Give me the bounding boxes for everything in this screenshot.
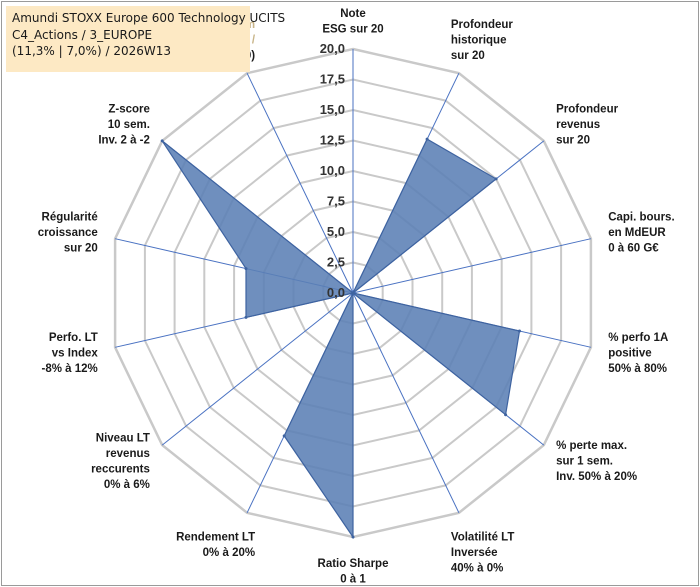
data-point bbox=[504, 413, 508, 417]
data-point bbox=[160, 139, 164, 143]
chart-title-line-3: (11,3% | 7,0%) / 2026W13 bbox=[12, 44, 171, 58]
axis-label-1-line-2: sur 20 bbox=[451, 50, 485, 62]
axis-label-6-line-1: Inversée bbox=[451, 547, 498, 559]
axis-labels: Note ESG sur 20 Profondeur historique sur 20… bbox=[38, 8, 675, 586]
axis-label-10-line-1: vs Index bbox=[52, 347, 99, 359]
axis-label-10-line-0: Perfo. LT bbox=[49, 332, 98, 344]
axis-label-4-line-1: positive bbox=[608, 347, 651, 359]
data-point bbox=[351, 535, 355, 539]
axis-label-2-line-1: revenus bbox=[556, 119, 600, 131]
spoke-3 bbox=[352, 238, 592, 294]
axis-label-1-line-1: historique bbox=[451, 35, 507, 47]
axis-label-0-line-0: Note bbox=[340, 8, 366, 20]
spoke-9 bbox=[161, 292, 354, 446]
axis-label-11-line-1: croissance bbox=[38, 227, 98, 239]
radial-tick-labels: 0,0 2,5 5,0 7,5 10,0 12,5 15,0 17,5 20,0 bbox=[320, 41, 345, 300]
data-point bbox=[351, 291, 355, 295]
data-point bbox=[244, 267, 248, 271]
axis-label-5-line-1: sur 1 sem. bbox=[556, 456, 613, 468]
axis-label-9-line-2: reccurents bbox=[91, 463, 150, 475]
data-point bbox=[244, 315, 248, 319]
tick-label: 5,0 bbox=[327, 224, 345, 239]
axis-label-8-line-1: 0% à 20% bbox=[203, 547, 255, 559]
axis-label-9-line-0: Niveau LT bbox=[96, 432, 150, 444]
axis-label-2-line-2: sur 20 bbox=[556, 134, 590, 146]
chart-title-line-1: Amundi STOXX Europe 600 Technology UCITS bbox=[12, 11, 286, 25]
axis-label-12-line-2: Inv. 2 à -2 bbox=[98, 134, 150, 146]
tick-label: 0,0 bbox=[327, 285, 345, 300]
axis-label-7-line-0: Ratio Sharpe bbox=[318, 558, 389, 570]
spoke-6 bbox=[352, 292, 460, 514]
chart-title-box: Amundi STOXX Europe 600 Technology UCITS… bbox=[6, 6, 286, 72]
data-point bbox=[425, 137, 429, 141]
axis-label-4-line-2: 50% à 80% bbox=[608, 363, 667, 375]
axis-label-11-line-0: Régularité bbox=[42, 212, 98, 224]
axis-label-9-line-3: 0% à 6% bbox=[104, 479, 150, 491]
tick-label: 12,5 bbox=[320, 133, 345, 148]
tick-label: 2,5 bbox=[327, 255, 345, 270]
data-series bbox=[160, 137, 521, 539]
axis-label-8-line-0: Rendement LT bbox=[176, 531, 255, 543]
axis-label-3-line-2: 0 à 60 G€ bbox=[608, 243, 659, 255]
axis-label-12-line-1: 10 sem. bbox=[108, 119, 150, 131]
axis-label-6-line-2: 40% à 0% bbox=[451, 562, 503, 574]
axis-label-5-line-0: % perte max. bbox=[556, 440, 627, 452]
tick-label: 20,0 bbox=[320, 41, 345, 56]
axis-label-7-line-1: 0 à 1 bbox=[340, 574, 366, 586]
chart-title-line-2: C4_Actions / 3_EUROPE bbox=[12, 27, 153, 42]
axis-label-9-line-1: revenus bbox=[106, 448, 150, 460]
axis-label-2-line-0: Profondeur bbox=[556, 103, 618, 115]
tick-label: 10,0 bbox=[320, 163, 345, 178]
data-point bbox=[282, 434, 286, 438]
tick-label: 17,5 bbox=[320, 72, 345, 87]
axis-label-3-line-0: Capi. bours. bbox=[608, 212, 674, 224]
spoke-13 bbox=[246, 72, 354, 294]
axis-label-0-line-1: ESG sur 20 bbox=[322, 24, 383, 36]
tick-label: 15,0 bbox=[320, 102, 345, 117]
axis-label-12-line-0: Z-score bbox=[108, 103, 150, 115]
axis-label-4-line-0: % perfo 1A bbox=[608, 332, 668, 344]
axis-label-10-line-2: -8% à 12% bbox=[42, 363, 98, 375]
tick-label: 7,5 bbox=[327, 194, 345, 209]
axis-label-3-line-1: en MdEUR bbox=[608, 227, 666, 239]
axis-label-1-line-0: Profondeur bbox=[451, 19, 513, 31]
axis-label-6-line-0: Volatilité LT bbox=[451, 531, 514, 543]
axis-label-5-line-2: Inv. 50% à 20% bbox=[556, 471, 637, 483]
series-area-0 bbox=[161, 138, 521, 539]
axis-label-11-line-2: sur 20 bbox=[64, 243, 98, 255]
data-point bbox=[494, 177, 498, 181]
data-point bbox=[518, 329, 521, 333]
